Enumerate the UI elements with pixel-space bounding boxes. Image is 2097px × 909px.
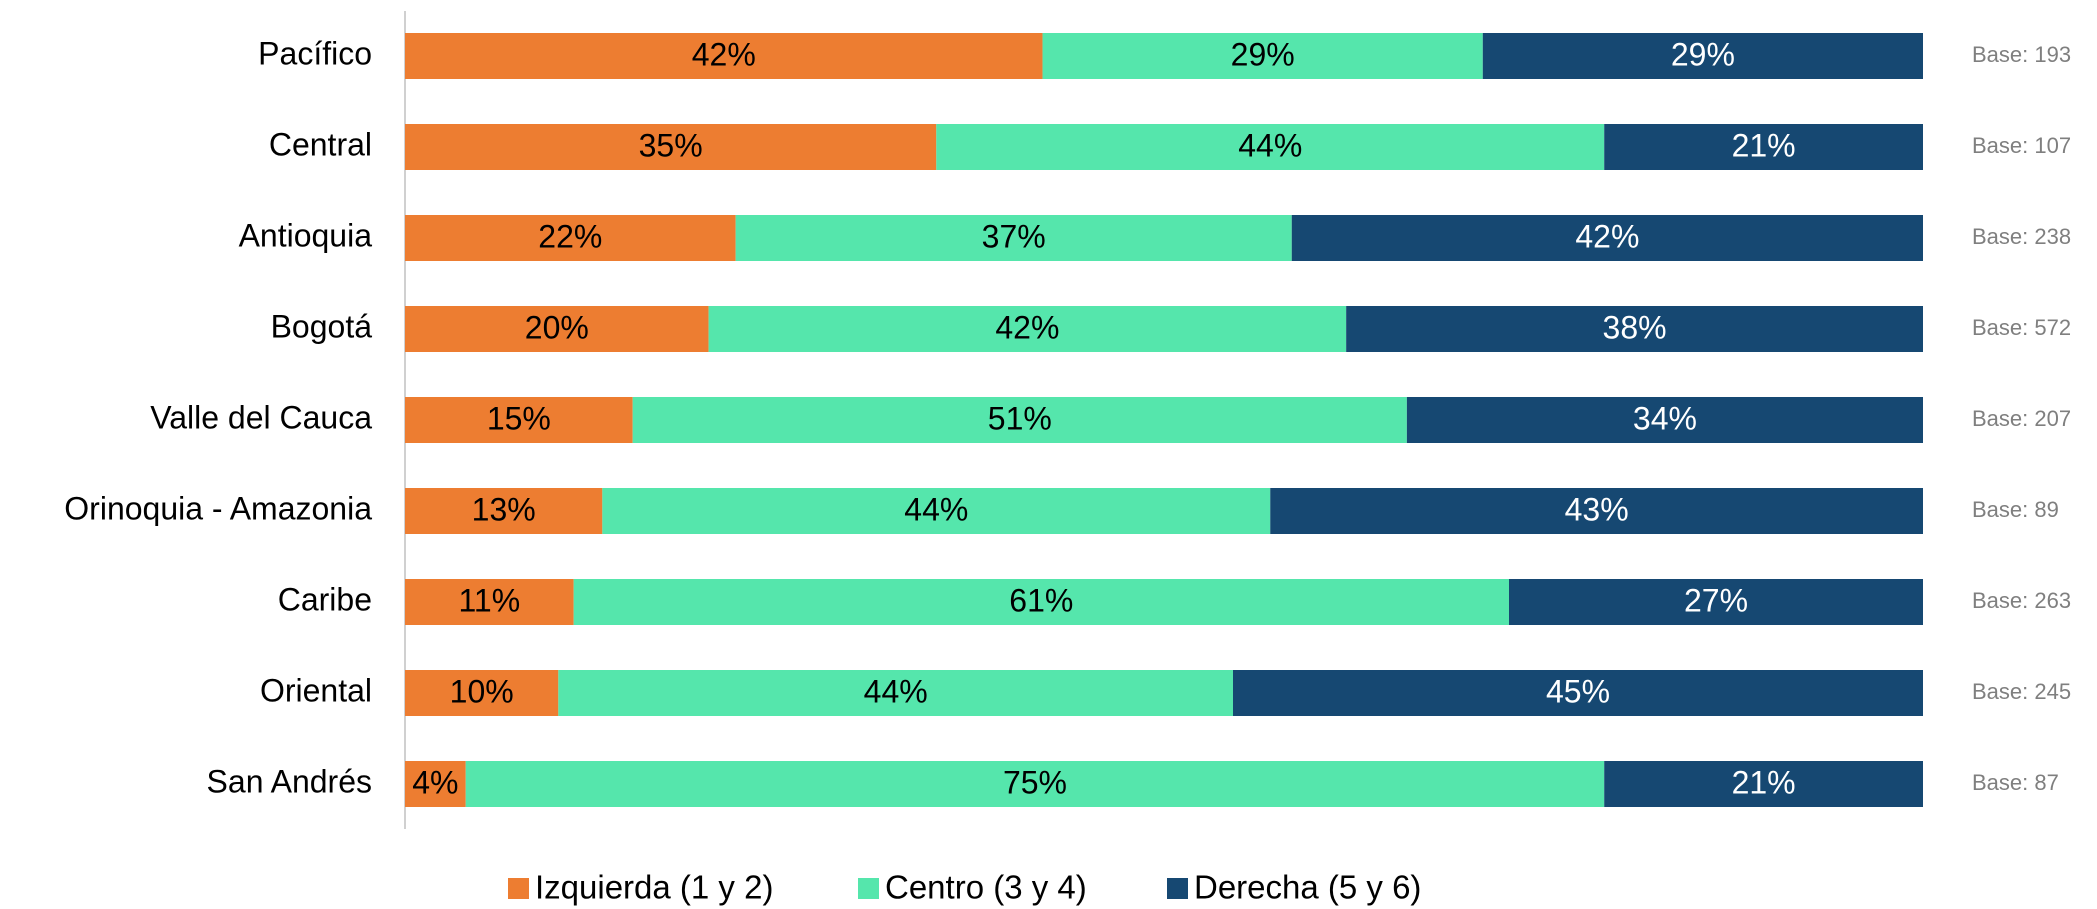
bar-segment xyxy=(1482,33,1923,79)
bar-segment xyxy=(1270,488,1923,534)
category-label: Central xyxy=(269,126,372,162)
value-label: 75% xyxy=(1003,764,1067,800)
base-label: Base: 107 xyxy=(1972,133,2071,158)
category-label: San Andrés xyxy=(207,763,372,799)
value-label: 35% xyxy=(639,127,703,163)
base-label: Base: 245 xyxy=(1972,679,2071,704)
bar-segment xyxy=(1604,124,1923,170)
category-label: Caribe xyxy=(278,581,372,617)
base-label: Base: 263 xyxy=(1972,588,2071,613)
category-label: Orinoquia - Amazonia xyxy=(64,490,372,526)
base-label: Base: 572 xyxy=(1972,315,2071,340)
bar-segment xyxy=(405,488,603,534)
value-label: 13% xyxy=(472,491,536,527)
value-label: 44% xyxy=(864,673,928,709)
bar-segment xyxy=(405,579,574,625)
value-label: 34% xyxy=(1633,400,1697,436)
bar-segment xyxy=(1291,215,1923,261)
legend-label: Centro (3 y 4) xyxy=(885,869,1087,906)
bar-segment xyxy=(1233,670,1923,716)
bar-segment xyxy=(405,124,937,170)
bar-segment xyxy=(632,397,1407,443)
value-label: 11% xyxy=(458,582,520,618)
bar-segment xyxy=(1604,761,1923,807)
value-label: 37% xyxy=(982,218,1046,254)
bar-segment xyxy=(558,670,1233,716)
bar-segment xyxy=(405,306,709,352)
base-label: Base: 87 xyxy=(1972,770,2059,795)
category-label: Valle del Cauca xyxy=(150,399,372,435)
bar-segment xyxy=(936,124,1605,170)
category-label: Pacífico xyxy=(258,35,372,71)
base-label: Base: 207 xyxy=(1972,406,2071,431)
bar-segment xyxy=(465,761,1605,807)
bar-segment xyxy=(405,215,736,261)
value-label: 42% xyxy=(995,309,1059,345)
base-label: Base: 89 xyxy=(1972,497,2059,522)
value-label: 45% xyxy=(1546,673,1610,709)
value-label: 10% xyxy=(450,673,514,709)
legend-label: Izquierda (1 y 2) xyxy=(535,869,773,906)
value-label: 29% xyxy=(1671,36,1735,72)
bar-segment xyxy=(405,397,633,443)
legend-swatch xyxy=(1167,878,1188,899)
bar-segment xyxy=(1042,33,1483,79)
value-label: 21% xyxy=(1732,764,1796,800)
bar-segment xyxy=(1509,579,1923,625)
value-label: 22% xyxy=(538,218,602,254)
bar-segment xyxy=(602,488,1271,534)
value-label: 38% xyxy=(1603,309,1667,345)
bar-segment xyxy=(735,215,1292,261)
bar-segment xyxy=(405,670,559,716)
bar-segment xyxy=(708,306,1347,352)
value-label: 44% xyxy=(1238,127,1302,163)
legend-swatch xyxy=(508,878,529,899)
base-label: Base: 238 xyxy=(1972,224,2071,249)
bar-segment xyxy=(405,33,1043,79)
base-label: Base: 193 xyxy=(1972,42,2071,67)
bar-segment xyxy=(1406,397,1923,443)
category-label: Antioquia xyxy=(239,217,373,253)
value-label: 42% xyxy=(1575,218,1639,254)
bar-segment xyxy=(1346,306,1923,352)
value-label: 21% xyxy=(1732,127,1796,163)
value-label: 43% xyxy=(1565,491,1629,527)
legend-label: Derecha (5 y 6) xyxy=(1194,869,1421,906)
value-label: 29% xyxy=(1231,36,1295,72)
value-label: 15% xyxy=(487,400,551,436)
category-label: Bogotá xyxy=(271,308,373,344)
value-label: 20% xyxy=(525,309,589,345)
legend-swatch xyxy=(858,878,879,899)
value-label: 4% xyxy=(412,764,458,800)
value-label: 44% xyxy=(904,491,968,527)
bar-segment xyxy=(573,579,1509,625)
value-label: 51% xyxy=(988,400,1052,436)
bar-segment xyxy=(405,761,466,807)
category-label: Oriental xyxy=(260,672,372,708)
value-label: 61% xyxy=(1009,582,1073,618)
value-label: 27% xyxy=(1684,582,1748,618)
value-label: 42% xyxy=(692,36,756,72)
